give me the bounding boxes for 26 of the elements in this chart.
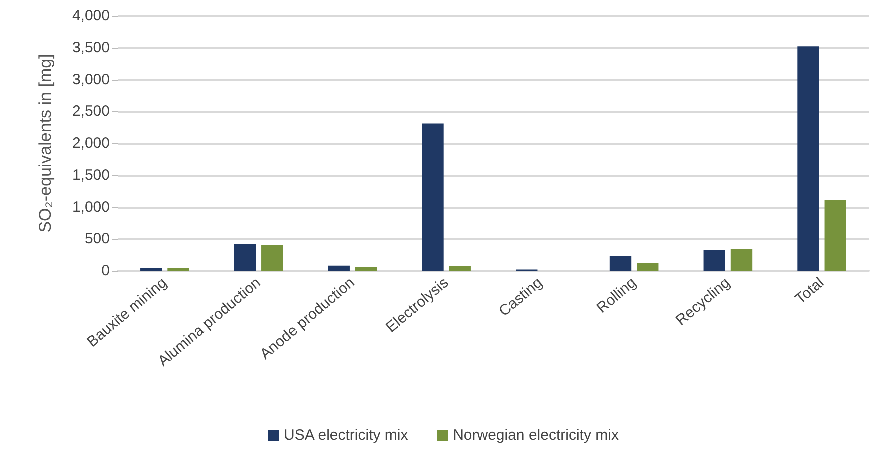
y-tick-label: 2,500 (72, 103, 110, 120)
y-tick-label: 0 (102, 262, 110, 280)
bar (422, 124, 444, 271)
legend-label: USA electricity mix (284, 427, 409, 444)
y-tick-label: 1,500 (72, 166, 110, 184)
bar (262, 246, 284, 271)
y-tick-label: 3,500 (72, 39, 110, 56)
y-axis-title: SO₂-equivalents in [mg] (36, 54, 55, 233)
bar (730, 249, 753, 271)
legend-label: Norwegian electricity mix (453, 427, 620, 444)
bar (704, 250, 726, 271)
bar (140, 268, 162, 271)
bar (610, 256, 632, 271)
bar (355, 267, 378, 271)
y-tick-label: 3,000 (72, 71, 110, 88)
bar (328, 266, 350, 271)
y-tick-label: 2,000 (72, 135, 110, 152)
bar (168, 268, 190, 271)
bar (449, 266, 471, 271)
bar (637, 263, 659, 271)
y-tick-label: 1,000 (72, 198, 110, 216)
y-tick-label: 4,000 (72, 8, 110, 24)
bar (824, 200, 846, 271)
bar (798, 46, 820, 271)
y-tick-label: 500 (84, 230, 110, 248)
bar (234, 244, 256, 271)
